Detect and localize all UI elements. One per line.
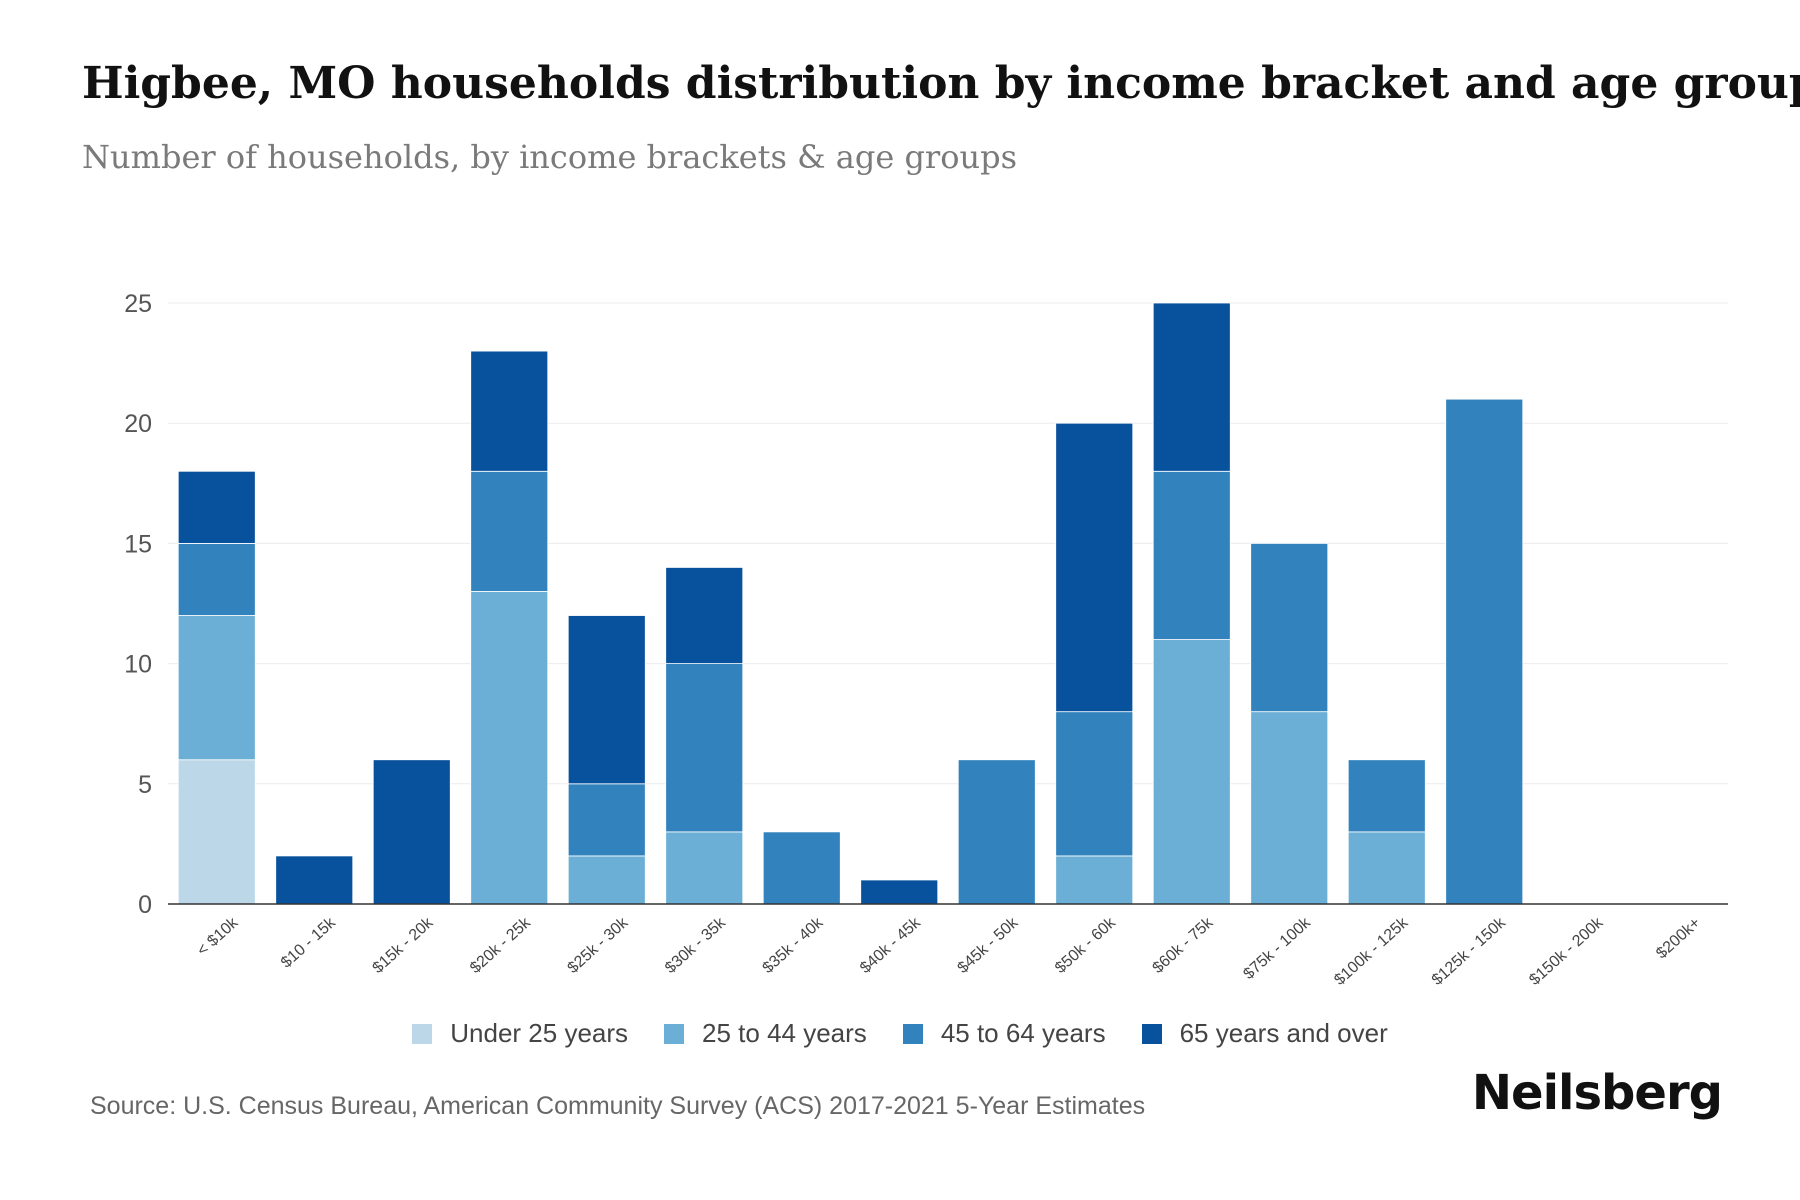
stacked-bar-chart: 0 5 10 15 20 25 < $10k $10 - 15k $15k - 20k $20k …: [124, 290, 1728, 989]
bar-segment[interactable]: [177, 615, 256, 761]
chart-legend: Under 25 years 25 to 44 years 45 to 64 y…: [0, 1018, 1800, 1049]
x-tick-label: $50k - 60k: [1052, 914, 1120, 977]
bar-segment[interactable]: [1055, 711, 1134, 857]
legend-item-65-and-over[interactable]: 65 years and over: [1141, 1018, 1388, 1049]
x-tick-label: $30k - 35k: [662, 914, 730, 977]
legend-swatch: [664, 1023, 685, 1044]
bar-segment[interactable]: [1152, 302, 1231, 472]
x-tick-label: < $10k: [194, 914, 242, 960]
y-tick-label: 20: [124, 410, 152, 438]
x-tick-label: $150k - 200k: [1526, 914, 1607, 989]
legend-item-under-25[interactable]: Under 25 years: [412, 1018, 628, 1049]
bar-segment[interactable]: [1250, 543, 1329, 713]
brand-logo: Neilsberg: [1471, 1065, 1723, 1121]
legend-label: 45 to 64 years: [940, 1018, 1106, 1048]
y-tick-label: 25: [124, 290, 152, 318]
legend-item-25-to-44[interactable]: 25 to 44 years: [664, 1018, 867, 1049]
bar-segment[interactable]: [1055, 855, 1134, 905]
bar-segment[interactable]: [860, 879, 939, 905]
bar-segment[interactable]: [177, 470, 256, 544]
bar-segment[interactable]: [470, 470, 549, 592]
y-tick-label: 0: [138, 891, 152, 919]
x-tick-label: $20k - 25k: [467, 914, 535, 977]
legend-item-45-to-64[interactable]: 45 to 64 years: [902, 1018, 1106, 1049]
bar-segment[interactable]: [275, 855, 354, 905]
x-tick-label: $25k - 30k: [565, 914, 633, 977]
y-tick-label: 15: [124, 530, 152, 558]
bar-segment[interactable]: [665, 663, 744, 833]
bar-segment[interactable]: [177, 759, 256, 905]
bar-segment[interactable]: [1152, 639, 1231, 905]
source-note: Source: U.S. Census Bureau, American Com…: [90, 1092, 1146, 1120]
x-tick-label: $75k - 100k: [1240, 914, 1314, 983]
bar-segment[interactable]: [177, 543, 256, 616]
chart-title: Higbee, MO households distribution by in…: [82, 58, 1800, 109]
bar-segment[interactable]: [470, 591, 549, 905]
x-tick-label: $125k - 150k: [1429, 914, 1510, 989]
bar-segment[interactable]: [1347, 831, 1426, 905]
chart-subtitle: Number of households, by income brackets…: [82, 138, 1017, 176]
x-tick-label: $100k - 125k: [1331, 914, 1412, 989]
bar-segment[interactable]: [665, 831, 744, 905]
bar-segment[interactable]: [1152, 470, 1231, 640]
bar-segment[interactable]: [1250, 711, 1329, 905]
bar-segment[interactable]: [1445, 398, 1524, 905]
x-tick-label: $15k - 20k: [370, 914, 438, 977]
y-tick-label: 5: [138, 771, 152, 799]
bar-segment[interactable]: [567, 615, 646, 785]
bar-segment[interactable]: [1347, 759, 1426, 833]
legend-swatch: [412, 1023, 433, 1044]
bar-segment[interactable]: [762, 831, 841, 905]
bar-segment[interactable]: [957, 759, 1036, 905]
bar-segment[interactable]: [567, 783, 646, 857]
bar-segment[interactable]: [567, 855, 646, 905]
x-tick-label: $10 - 15k: [278, 914, 340, 972]
legend-swatch: [1141, 1023, 1162, 1044]
bar-segment[interactable]: [665, 567, 744, 665]
legend-swatch: [902, 1023, 923, 1044]
bar-segment[interactable]: [470, 350, 549, 472]
legend-label: 65 years and over: [1179, 1018, 1388, 1048]
x-tick-label: $40k - 45k: [857, 914, 925, 977]
x-tick-label: $200k+: [1653, 914, 1704, 962]
x-tick-label: $35k - 40k: [760, 914, 828, 977]
legend-label: Under 25 years: [450, 1018, 629, 1048]
y-tick-label: 10: [124, 651, 152, 679]
x-tick-label: $60k - 75k: [1150, 914, 1218, 977]
bar-segment[interactable]: [1055, 422, 1134, 713]
bar-segment[interactable]: [372, 759, 451, 905]
x-tick-label: $45k - 50k: [955, 914, 1023, 977]
legend-label: 25 to 44 years: [702, 1018, 867, 1048]
